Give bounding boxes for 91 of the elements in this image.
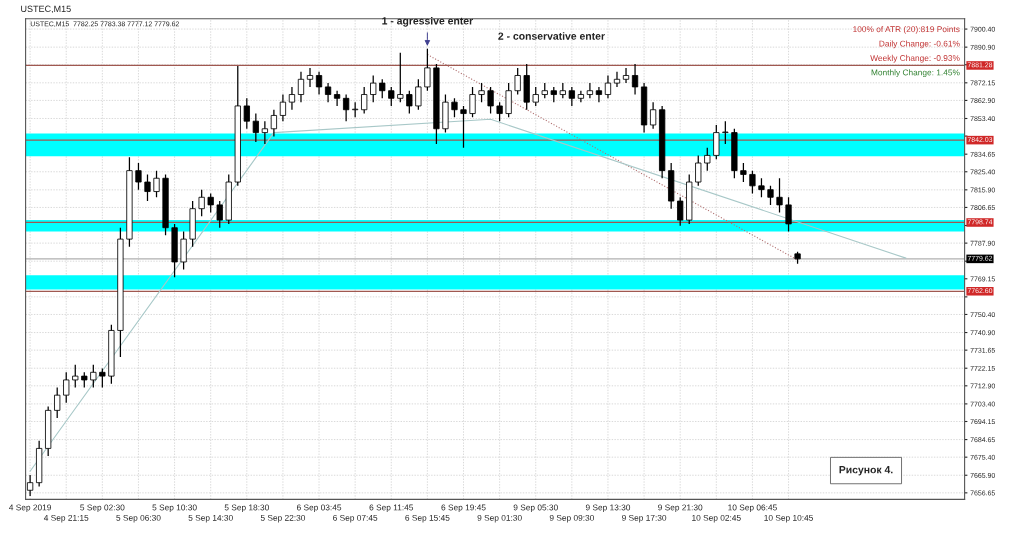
candlestick <box>397 52 404 103</box>
candlestick <box>26 474 34 497</box>
candlestick <box>252 112 259 143</box>
candlestick <box>361 86 368 115</box>
candlestick <box>333 90 341 107</box>
chart-title: USTEC,M15 <box>21 5 71 14</box>
candlestick <box>388 86 395 107</box>
candlestick <box>758 177 765 198</box>
x-tick-label: 6 Sep 15:45 <box>405 514 450 523</box>
candlestick <box>315 71 323 96</box>
candlestick <box>631 63 639 96</box>
candlestick <box>776 177 783 214</box>
candlestick <box>767 185 774 206</box>
x-tick-label: 5 Sep 22:30 <box>260 514 306 523</box>
candlestick <box>424 48 431 92</box>
annotation: 1 - agressive enter <box>382 16 473 27</box>
x-tick-label: 9 Sep 01:30 <box>477 514 522 523</box>
candlestick <box>451 97 458 118</box>
candlestick <box>586 82 594 99</box>
candlestick <box>144 173 151 202</box>
x-tick-label: 6 Sep 03:45 <box>296 504 342 513</box>
candlestick <box>63 371 70 404</box>
annotation: Daily Change: -0.61% <box>879 40 960 49</box>
candlestick <box>415 78 422 111</box>
candlestick <box>135 162 142 191</box>
candlestick <box>153 170 160 198</box>
candlestick <box>270 109 278 138</box>
candlestick <box>297 71 305 103</box>
x-tick-label: 6 Sep 19:45 <box>441 504 486 513</box>
candlestick <box>713 124 720 160</box>
x-tick-label: 5 Sep 02:30 <box>80 504 125 513</box>
x-tick-label: 5 Sep 14:30 <box>188 514 233 523</box>
candlestick <box>722 120 729 145</box>
candlestick <box>90 364 97 389</box>
annotation: 2 - conservative enter <box>498 32 605 40</box>
candlestick <box>478 82 485 103</box>
candlestick <box>749 170 756 195</box>
x-tick-label: 9 Sep 13:30 <box>585 504 631 513</box>
x-tick-label: 4 Sep 2019 <box>8 504 52 513</box>
candlestick <box>613 71 621 88</box>
candlestick <box>279 93 287 122</box>
candlestick <box>568 86 575 107</box>
annotation: Рисунок 4. <box>839 466 893 476</box>
x-tick-label: 9 Sep 05:30 <box>513 504 558 513</box>
candlestick <box>704 147 711 172</box>
candlestick <box>649 101 657 130</box>
candlestick <box>54 386 61 419</box>
candlestick <box>496 101 503 122</box>
candlestick <box>460 105 467 149</box>
candlestick <box>532 86 539 107</box>
candlestick <box>216 200 223 229</box>
candlestick <box>785 196 792 233</box>
x-tick-label: 5 Sep 18:30 <box>224 504 269 513</box>
candlestick <box>604 74 612 99</box>
candlestick <box>306 67 314 88</box>
candlestick <box>243 97 250 130</box>
candlestick <box>514 67 521 96</box>
candlestick <box>677 196 684 227</box>
candlestick <box>72 364 79 389</box>
annotation: Monthly Change: 1.45% <box>871 69 960 78</box>
candlestick <box>343 93 350 122</box>
x-tick-label: 6 Sep 11:45 <box>369 504 414 513</box>
candlestick <box>198 189 205 217</box>
candlestick <box>695 154 702 187</box>
candlestick <box>370 74 377 103</box>
x-tick-label: 5 Sep 10:30 <box>152 504 197 513</box>
x-tick-label: 10 Sep 06:45 <box>728 504 777 513</box>
annotation: 100% of ATR (20):819 Points <box>853 26 960 34</box>
candlestick <box>207 192 214 214</box>
candlestick <box>324 82 332 103</box>
x-tick-label: 4 Sep 21:15 <box>43 514 89 523</box>
candlestick <box>469 86 476 118</box>
x-tick-label: 10 Sep 10:45 <box>764 514 813 523</box>
x-tick-label: 9 Sep 17:30 <box>622 514 667 523</box>
candlestick <box>288 86 296 111</box>
annotation: Weekly Change: -0.93% <box>870 54 960 63</box>
x-tick-label: 6 Sep 07:45 <box>333 514 378 523</box>
candlestick <box>406 90 413 115</box>
candlestick <box>379 78 386 99</box>
candlestick <box>487 86 494 115</box>
candlestick <box>261 120 268 145</box>
candlestick <box>622 67 630 84</box>
candlestick <box>180 230 187 271</box>
candlestick <box>595 86 603 103</box>
candlestick <box>99 367 106 389</box>
x-tick-label: 10 Sep 02:45 <box>692 514 741 523</box>
x-tick-label: 9 Sep 09:30 <box>549 514 594 523</box>
x-tick-label: 5 Sep 06:30 <box>116 514 161 523</box>
candlestick <box>740 162 747 183</box>
candlestick <box>505 82 512 118</box>
x-tick-label: 9 Sep 21:30 <box>658 504 703 513</box>
